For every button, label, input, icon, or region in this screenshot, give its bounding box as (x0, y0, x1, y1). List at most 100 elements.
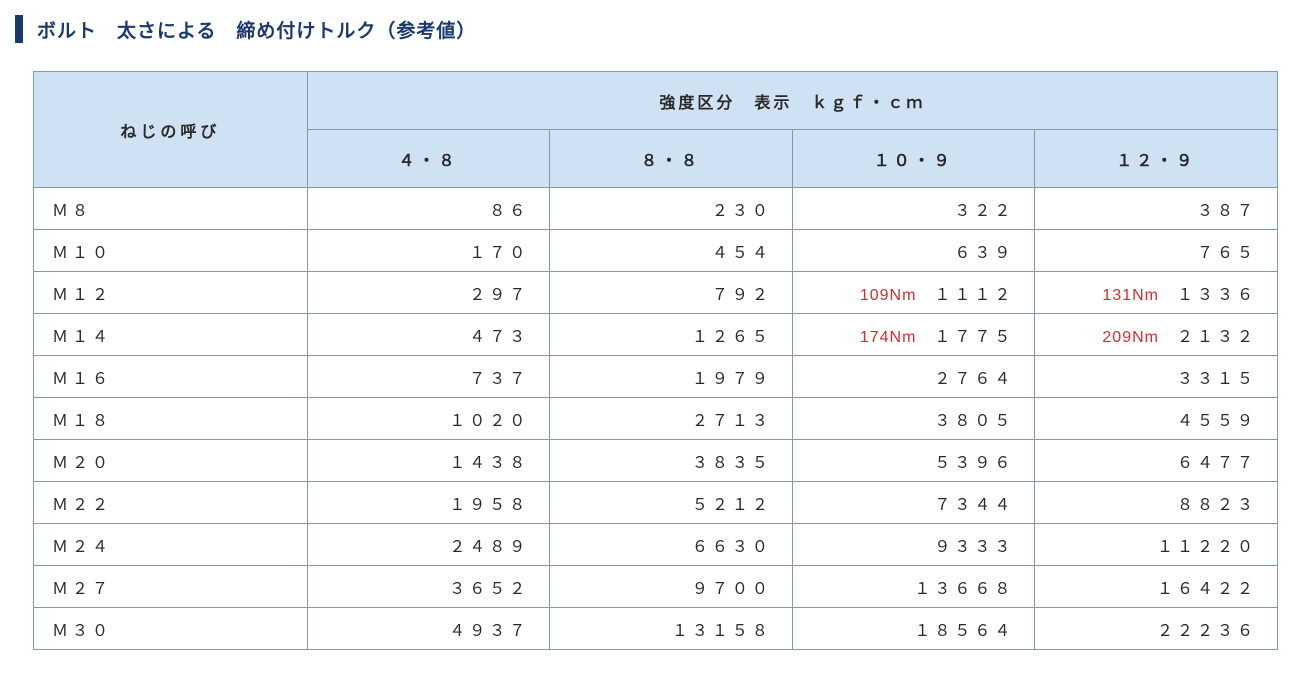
value-text: ６３９ (954, 245, 1014, 262)
value-cell: 131Nm １３３６ (1035, 272, 1278, 314)
value-text: １４３８ (449, 455, 529, 472)
value-text: １２６５ (692, 329, 772, 346)
value-cell: 174Nm １７７５ (792, 314, 1035, 356)
value-cell: １７０ (307, 230, 550, 272)
value-cell: １１２２０ (1035, 524, 1278, 566)
table-row: Ｍ１２２９７７９２109Nm１１１２131Nm１３３６ (34, 272, 1278, 314)
value-cell: ４７３ (307, 314, 550, 356)
table-head: ねじの呼び 強度区分 表示 ｋｇｆ・ｃｍ ４・８ ８・８ １０・９ １２・９ (34, 72, 1278, 188)
value-text: ２２２３６ (1157, 623, 1257, 640)
value-cell: ２９７ (307, 272, 550, 314)
value-cell: １０２０ (307, 398, 550, 440)
value-text: ４５５９ (1177, 413, 1257, 430)
value-text: ２７６４ (934, 371, 1014, 388)
table-row: Ｍ２４２４８９６６３０９３３３１１２２０ (34, 524, 1278, 566)
value-text: １９５８ (449, 497, 529, 514)
value-text: １３３６ (1177, 287, 1257, 304)
value-cell: ７６５ (1035, 230, 1278, 272)
torque-annotation: 209Nm (1102, 329, 1159, 346)
value-text: ３８０５ (934, 413, 1014, 430)
table-row: Ｍ２７ ３６５２ ９７００ １３６６８ １６４２２ (34, 566, 1278, 608)
value-cell: ７９２ (550, 272, 793, 314)
column-group-header: 強度区分 表示 ｋｇｆ・ｃｍ (307, 72, 1277, 130)
row-label: Ｍ１４ (34, 314, 308, 356)
title-accent-bar (15, 15, 23, 43)
value-cell: １６４２２ (1035, 566, 1278, 608)
value-cell: １３１５８ (550, 608, 793, 650)
value-text: ６６３０ (692, 539, 772, 556)
value-cell: ２３０ (550, 188, 793, 230)
value-cell: ３８７ (1035, 188, 1278, 230)
value-text: １０２０ (449, 413, 529, 430)
value-text: ２１３２ (1177, 329, 1257, 346)
table-row: Ｍ１０ １７０ ４５４ ６３９ ７６５ (34, 230, 1278, 272)
value-cell: ３２２ (792, 188, 1035, 230)
value-cell: ３８３５ (550, 440, 793, 482)
torque-annotation: 109Nm (860, 287, 917, 304)
value-text: ２７１３ (692, 413, 772, 430)
value-text: １８５６４ (914, 623, 1014, 640)
table-row: Ｍ８８６２３０３２２３８７ (34, 188, 1278, 230)
value-cell: １３６６８ (792, 566, 1035, 608)
col-header-3: １２・９ (1035, 130, 1278, 188)
value-text: ２３０ (712, 203, 772, 220)
value-cell: ６６３０ (550, 524, 793, 566)
page-title: ボルト 太さによる 締め付けトルク（参考値） (37, 16, 476, 43)
row-label: Ｍ２２ (34, 482, 308, 524)
value-cell: ７３４４ (792, 482, 1035, 524)
value-text: ４９３７ (449, 623, 529, 640)
value-cell: ７３７ (307, 356, 550, 398)
table-row: Ｍ１６ ７３７ １９７９ ２７６４ ３３１５ (34, 356, 1278, 398)
value-cell: １９７９ (550, 356, 793, 398)
value-cell: ２７１３ (550, 398, 793, 440)
value-text: ９３３３ (934, 539, 1014, 556)
value-text: ２９７ (469, 287, 529, 304)
row-label: Ｍ１２ (34, 272, 308, 314)
value-cell: ９３３３ (792, 524, 1035, 566)
row-label: Ｍ１０ (34, 230, 308, 272)
value-cell: ３３１５ (1035, 356, 1278, 398)
value-cell: ２２２３６ (1035, 608, 1278, 650)
row-label: Ｍ２４ (34, 524, 308, 566)
value-text: １３６６８ (914, 581, 1014, 598)
value-cell: １８５６４ (792, 608, 1035, 650)
value-text: ３８７ (1197, 203, 1257, 220)
value-text: １９７９ (692, 371, 772, 388)
value-text: ７６５ (1197, 245, 1257, 262)
col-header-1: ８・８ (550, 130, 793, 188)
value-text: １７０ (469, 245, 529, 262)
value-cell: ２７６４ (792, 356, 1035, 398)
torque-table-container: ねじの呼び 強度区分 表示 ｋｇｆ・ｃｍ ４・８ ８・８ １０・９ １２・９ Ｍ… (15, 71, 1288, 650)
value-cell: ８６ (307, 188, 550, 230)
value-text: １７７５ (934, 329, 1014, 346)
value-text: ５３９６ (934, 455, 1014, 472)
value-text: ３６５２ (449, 581, 529, 598)
value-cell: ８８２３ (1035, 482, 1278, 524)
value-cell: ３８０５ (792, 398, 1035, 440)
torque-annotation: 174Nm (860, 329, 917, 346)
table-row: Ｍ１４ ４７３ １２６５ 174Nm １７７５ 209Nm ２１３２ (34, 314, 1278, 356)
value-cell: １２６５ (550, 314, 793, 356)
value-text: ８６ (489, 203, 529, 220)
value-text: ３３１５ (1177, 371, 1257, 388)
row-label: Ｍ２０ (34, 440, 308, 482)
value-cell: ４５４ (550, 230, 793, 272)
torque-table: ねじの呼び 強度区分 表示 ｋｇｆ・ｃｍ ４・８ ８・８ １０・９ １２・９ Ｍ… (33, 71, 1278, 650)
value-cell: ６３９ (792, 230, 1035, 272)
col-header-2: １０・９ (792, 130, 1035, 188)
value-cell: ４９３７ (307, 608, 550, 650)
row-label: Ｍ１８ (34, 398, 308, 440)
table-body: Ｍ８８６２３０３２２３８７Ｍ１０１７０４５４６３９７６５Ｍ１２２９７７９２109… (34, 188, 1278, 650)
value-text: ７３７ (469, 371, 529, 388)
value-cell: ９７００ (550, 566, 793, 608)
table-row: Ｍ２２１９５８５２１２７３４４８８２３ (34, 482, 1278, 524)
value-text: ４７３ (469, 329, 529, 346)
torque-annotation: 131Nm (1102, 287, 1159, 304)
row-label: Ｍ１６ (34, 356, 308, 398)
value-text: １６４２２ (1157, 581, 1257, 598)
value-text: ９７００ (692, 581, 772, 598)
value-text: １１２２０ (1157, 539, 1257, 556)
row-label: Ｍ２７ (34, 566, 308, 608)
value-text: ６４７７ (1177, 455, 1257, 472)
value-cell: ３６５２ (307, 566, 550, 608)
